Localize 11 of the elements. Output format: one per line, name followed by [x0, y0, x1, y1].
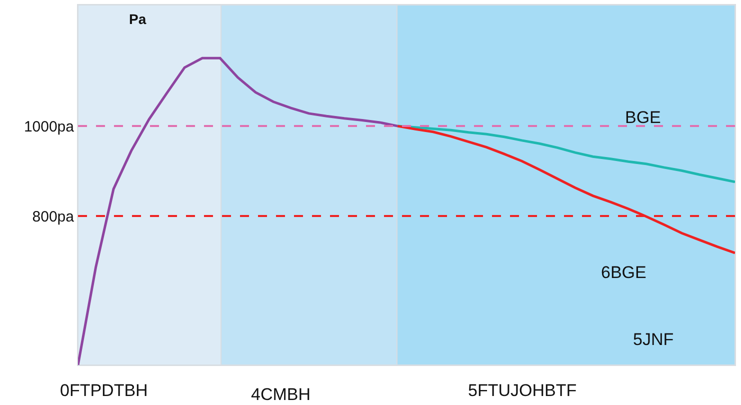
x-axis-title: 5JNF [633, 330, 674, 349]
y-tick-label: 1000pa [24, 118, 75, 136]
annotation: Pa [129, 11, 146, 27]
text: 5FTUJOHBTF [468, 381, 577, 400]
line-series [78, 56, 399, 365]
text: 0FTPDTBH [60, 381, 148, 400]
annotation: BGE [625, 108, 661, 127]
annotation: 6BGE [601, 263, 646, 282]
y-tick-label: 800pa [32, 208, 75, 226]
line-series [396, 124, 735, 184]
text: 4CMBH [251, 385, 311, 404]
